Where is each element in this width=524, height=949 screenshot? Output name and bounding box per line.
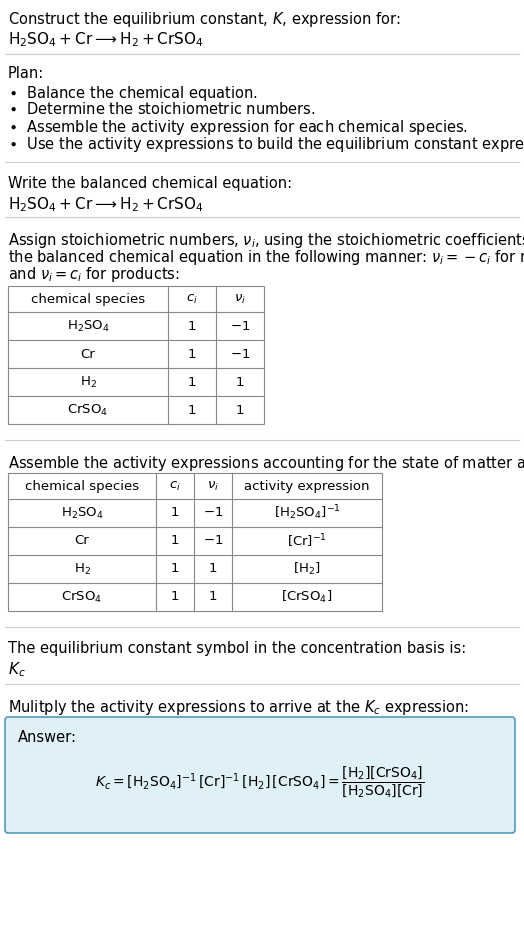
Text: $-1$: $-1$	[203, 507, 223, 519]
Text: 1: 1	[236, 376, 244, 388]
Text: Answer:: Answer:	[18, 730, 77, 745]
Text: $\mathrm{CrSO_4}$: $\mathrm{CrSO_4}$	[68, 402, 108, 418]
Text: $\mathrm{CrSO_4}$: $\mathrm{CrSO_4}$	[61, 589, 103, 605]
Text: 1: 1	[171, 507, 179, 519]
Text: The equilibrium constant symbol in the concentration basis is:: The equilibrium constant symbol in the c…	[8, 641, 466, 656]
Text: 1: 1	[209, 563, 217, 575]
Text: Cr: Cr	[74, 534, 90, 548]
Text: $\nu_i$: $\nu_i$	[234, 292, 246, 306]
Text: $\mathrm{H_2}$: $\mathrm{H_2}$	[80, 375, 96, 389]
Text: activity expression: activity expression	[244, 479, 370, 493]
Text: $K_c = [\mathrm{H_2SO_4}]^{-1}\,[\mathrm{Cr}]^{-1}\,[\mathrm{H_2}]\,[\mathrm{CrS: $K_c = [\mathrm{H_2SO_4}]^{-1}\,[\mathrm…	[95, 765, 424, 800]
Text: $\mathrm{H_2SO_4 + Cr \longrightarrow H_2 + CrSO_4}$: $\mathrm{H_2SO_4 + Cr \longrightarrow H_…	[8, 30, 204, 48]
Text: $\mathrm{H_2SO_4}$: $\mathrm{H_2SO_4}$	[61, 506, 103, 521]
Text: $[\mathrm{H_2}]$: $[\mathrm{H_2}]$	[293, 561, 321, 577]
Text: $c_i$: $c_i$	[169, 479, 181, 493]
Text: 1: 1	[171, 590, 179, 604]
Text: $-1$: $-1$	[203, 534, 223, 548]
Text: 1: 1	[209, 590, 217, 604]
Text: $[\mathrm{Cr}]^{-1}$: $[\mathrm{Cr}]^{-1}$	[287, 532, 327, 549]
Text: 1: 1	[188, 347, 196, 361]
Text: $\bullet$  Balance the chemical equation.: $\bullet$ Balance the chemical equation.	[8, 84, 258, 103]
Text: $\bullet$  Use the activity expressions to build the equilibrium constant expres: $\bullet$ Use the activity expressions t…	[8, 135, 524, 154]
Text: 1: 1	[171, 563, 179, 575]
Text: $-1$: $-1$	[230, 320, 250, 332]
Text: Assemble the activity expressions accounting for the state of matter and $\nu_i$: Assemble the activity expressions accoun…	[8, 454, 524, 473]
Text: Write the balanced chemical equation:: Write the balanced chemical equation:	[8, 176, 292, 191]
Text: 1: 1	[188, 320, 196, 332]
Bar	[8, 286, 264, 424]
Text: 1: 1	[188, 403, 196, 417]
Text: $\nu_i$: $\nu_i$	[207, 479, 219, 493]
Text: 1: 1	[236, 403, 244, 417]
Text: chemical species: chemical species	[25, 479, 139, 493]
Text: 1: 1	[188, 376, 196, 388]
Text: $\mathrm{H_2}$: $\mathrm{H_2}$	[73, 562, 91, 577]
Text: $-1$: $-1$	[230, 347, 250, 361]
Text: $K_c$: $K_c$	[8, 660, 26, 679]
Text: the balanced chemical equation in the following manner: $\nu_i = -c_i$ for react: the balanced chemical equation in the fo…	[8, 248, 524, 267]
Text: Assign stoichiometric numbers, $\nu_i$, using the stoichiometric coefficients, $: Assign stoichiometric numbers, $\nu_i$, …	[8, 231, 524, 250]
Text: $\mathrm{H_2SO_4 + Cr \longrightarrow H_2 + CrSO_4}$: $\mathrm{H_2SO_4 + Cr \longrightarrow H_…	[8, 195, 204, 214]
Text: Construct the equilibrium constant, $K$, expression for:: Construct the equilibrium constant, $K$,…	[8, 10, 401, 29]
Text: Plan:: Plan:	[8, 66, 44, 81]
Text: and $\nu_i = c_i$ for products:: and $\nu_i = c_i$ for products:	[8, 265, 180, 284]
Text: $\bullet$  Determine the stoichiometric numbers.: $\bullet$ Determine the stoichiometric n…	[8, 101, 315, 117]
Bar	[8, 473, 382, 611]
Text: 1: 1	[171, 534, 179, 548]
Text: $[\mathrm{H_2SO_4}]^{-1}$: $[\mathrm{H_2SO_4}]^{-1}$	[274, 504, 341, 522]
Text: chemical species: chemical species	[31, 292, 145, 306]
Text: Mulitply the activity expressions to arrive at the $K_c$ expression:: Mulitply the activity expressions to arr…	[8, 698, 469, 717]
FancyBboxPatch shape	[5, 717, 515, 833]
Text: $\mathrm{H_2SO_4}$: $\mathrm{H_2SO_4}$	[67, 319, 110, 333]
Text: $[\mathrm{CrSO_4}]$: $[\mathrm{CrSO_4}]$	[281, 589, 333, 605]
Text: Cr: Cr	[81, 347, 95, 361]
Text: $c_i$: $c_i$	[186, 292, 198, 306]
Text: $\bullet$  Assemble the activity expression for each chemical species.: $\bullet$ Assemble the activity expressi…	[8, 118, 468, 137]
